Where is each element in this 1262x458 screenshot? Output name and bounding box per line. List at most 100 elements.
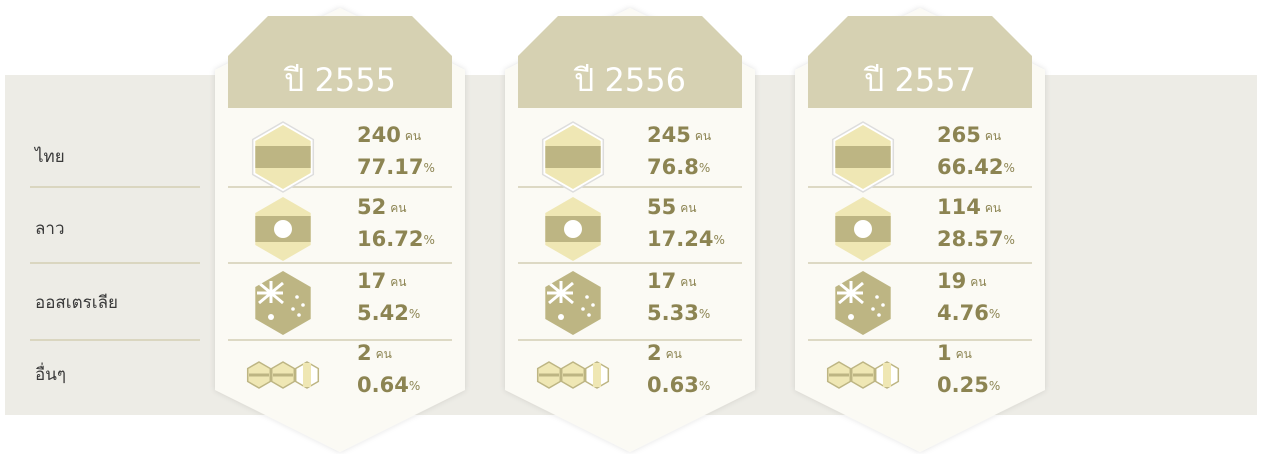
percent-sign: % bbox=[1003, 233, 1014, 247]
card-header bbox=[808, 16, 1032, 108]
flag-star bbox=[297, 313, 301, 317]
percent-sign: % bbox=[699, 379, 710, 393]
count-unit: คน bbox=[680, 201, 696, 215]
count: 245 คน bbox=[647, 123, 711, 147]
flag-detail bbox=[837, 281, 864, 305]
percent-value: 5.33 bbox=[647, 301, 699, 325]
count: 52 คน bbox=[357, 195, 406, 219]
row-label: ลาว bbox=[35, 219, 65, 239]
percent-sign: % bbox=[423, 233, 434, 247]
card bbox=[215, 8, 465, 452]
flag-circle bbox=[564, 220, 582, 238]
flag-stripe bbox=[545, 146, 601, 168]
card-header bbox=[228, 16, 452, 108]
card bbox=[505, 8, 755, 452]
row-label: ออสเตรเลีย bbox=[35, 293, 118, 313]
percent: 16.72% bbox=[357, 227, 435, 251]
percent: 0.64% bbox=[357, 373, 420, 397]
percent-value: 0.63 bbox=[647, 373, 699, 397]
count-value: 1 bbox=[937, 341, 952, 365]
count: 2 คน bbox=[647, 341, 682, 365]
percent: 5.33% bbox=[647, 301, 710, 325]
count: 240 คน bbox=[357, 123, 421, 147]
percent-value: 66.42 bbox=[937, 155, 1003, 179]
flag-detail bbox=[883, 363, 891, 387]
flag-star bbox=[848, 314, 854, 320]
count-unit: คน bbox=[390, 275, 406, 289]
percent-sign: % bbox=[989, 379, 1000, 393]
year-title: ปี 2557 bbox=[863, 61, 976, 99]
count-unit: คน bbox=[695, 129, 711, 143]
percent-sign: % bbox=[409, 379, 420, 393]
flag-star bbox=[591, 303, 595, 307]
percent-sign: % bbox=[699, 161, 710, 175]
count: 17 คน bbox=[647, 269, 696, 293]
count: 55 คน bbox=[647, 195, 696, 219]
percent-value: 28.57 bbox=[937, 227, 1003, 251]
percent: 77.17% bbox=[357, 155, 435, 179]
count-unit: คน bbox=[985, 129, 1001, 143]
flag-star bbox=[295, 295, 299, 299]
flag-star bbox=[871, 307, 875, 311]
flag-star bbox=[881, 303, 885, 307]
count-value: 2 bbox=[357, 341, 372, 365]
card-header bbox=[518, 16, 742, 108]
flag-star bbox=[877, 313, 881, 317]
count-value: 17 bbox=[357, 269, 386, 293]
count: 265 คน bbox=[937, 123, 1001, 147]
count-value: 114 bbox=[937, 195, 981, 219]
percent: 0.25% bbox=[937, 373, 1000, 397]
count: 1 คน bbox=[937, 341, 972, 365]
percent-sign: % bbox=[409, 307, 420, 321]
flag-circle bbox=[854, 220, 872, 238]
row-label: ไทย bbox=[33, 146, 65, 167]
percent-value: 77.17 bbox=[357, 155, 423, 179]
flag-star bbox=[581, 307, 585, 311]
count-unit: คน bbox=[376, 347, 392, 361]
percent-sign: % bbox=[699, 307, 710, 321]
count: 19 คน bbox=[937, 269, 986, 293]
year-card: ปี 2555 240 คน 77.17% 52 คน 16.72% 17 คน 5.42% 2 คน… bbox=[215, 8, 465, 452]
count-value: 52 bbox=[357, 195, 386, 219]
percent-value: 4.76 bbox=[937, 301, 989, 325]
flag-circle bbox=[274, 220, 292, 238]
percent-value: 0.25 bbox=[937, 373, 989, 397]
flag-detail bbox=[303, 363, 311, 387]
flag-star bbox=[268, 314, 274, 320]
percent-value: 17.24 bbox=[647, 227, 713, 251]
percent-sign: % bbox=[989, 307, 1000, 321]
percent-value: 5.42 bbox=[357, 301, 409, 325]
percent: 28.57% bbox=[937, 227, 1015, 251]
percent: 66.42% bbox=[937, 155, 1015, 179]
percent: 17.24% bbox=[647, 227, 725, 251]
count: 17 คน bbox=[357, 269, 406, 293]
count-unit: คน bbox=[680, 275, 696, 289]
count: 2 คน bbox=[357, 341, 392, 365]
year-title: ปี 2556 bbox=[573, 61, 686, 99]
flag-detail bbox=[547, 281, 574, 305]
count-value: 55 bbox=[647, 195, 676, 219]
count-unit: คน bbox=[970, 275, 986, 289]
count-value: 240 bbox=[357, 123, 401, 147]
card bbox=[795, 8, 1045, 452]
percent-value: 16.72 bbox=[357, 227, 423, 251]
flag-detail bbox=[257, 281, 284, 305]
percent: 5.42% bbox=[357, 301, 420, 325]
count-value: 265 bbox=[937, 123, 981, 147]
flag-star bbox=[585, 295, 589, 299]
flag-star bbox=[291, 307, 295, 311]
flag-star bbox=[558, 314, 564, 320]
count-unit: คน bbox=[956, 347, 972, 361]
percent: 0.63% bbox=[647, 373, 710, 397]
year-card: ปี 2556 245 คน 76.8% 55 คน 17.24% 17 คน 5.33% 2 คน 0… bbox=[505, 8, 755, 452]
row-label: อื่นๆ bbox=[35, 362, 66, 385]
percent: 76.8% bbox=[647, 155, 710, 179]
percent-sign: % bbox=[1003, 161, 1014, 175]
count-unit: คน bbox=[405, 129, 421, 143]
count-unit: คน bbox=[390, 201, 406, 215]
flag-stripe bbox=[255, 146, 311, 168]
count: 114 คน bbox=[937, 195, 1001, 219]
flag-star bbox=[875, 295, 879, 299]
year-title: ปี 2555 bbox=[283, 61, 396, 99]
